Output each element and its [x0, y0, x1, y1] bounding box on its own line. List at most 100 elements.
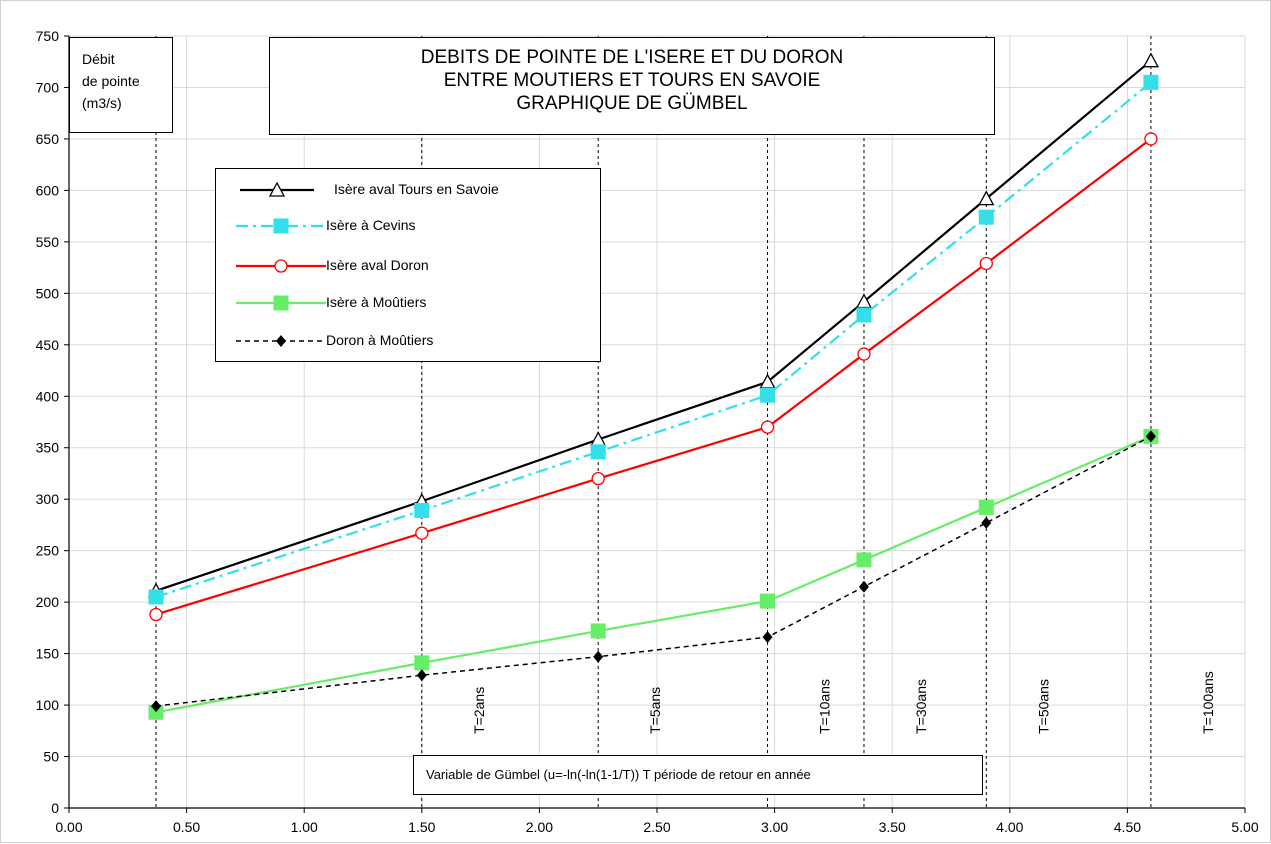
y-tick-label: 150 [36, 646, 60, 662]
data-point [1144, 132, 1158, 146]
y-tick-label: 650 [36, 131, 60, 147]
data-point [414, 503, 430, 519]
x-axis-label: Variable de Gümbel (u=-ln(-ln(1-1/T)) T … [426, 767, 811, 782]
x-tick-label: 0.00 [55, 819, 82, 835]
data-point [1143, 74, 1159, 90]
data-point [416, 669, 427, 682]
y-tick-label: 0 [51, 800, 59, 816]
return-period-label: T=2ans [471, 687, 487, 734]
y-tick-label: 250 [36, 543, 60, 559]
y-tick-label: 300 [36, 491, 60, 507]
legend-marker [268, 181, 286, 197]
legend-symbol [236, 259, 326, 273]
y-tick-label: 600 [36, 182, 60, 198]
data-point [858, 580, 869, 593]
legend-item-isere-moutiers: Isère à Moûtiers [216, 293, 600, 313]
data-point [151, 700, 162, 713]
x-tick-label: 4.50 [1114, 819, 1141, 835]
y-axis-label-box: Débit de pointe (m3/s) [69, 37, 173, 133]
x-tick-label: 1.00 [291, 819, 318, 835]
return-period-label: T=5ans [647, 687, 663, 734]
data-point [414, 655, 430, 671]
return-period-label: T=100ans [1200, 671, 1216, 734]
y-axis-label-line-1: Débit [82, 51, 115, 67]
chart-title-line-1: DEBITS DE POINTE DE L'ISERE ET DU DORON [420, 47, 844, 68]
data-point [856, 552, 872, 568]
data-point [981, 516, 992, 529]
y-tick-label: 200 [36, 594, 60, 610]
legend-marker [273, 295, 289, 311]
y-tick-label: 350 [36, 440, 60, 456]
data-point [760, 593, 776, 609]
series-line [155, 435, 1152, 714]
legend-symbol [236, 218, 326, 234]
data-point [149, 607, 163, 622]
legend-symbol [236, 335, 326, 347]
legend-symbol [240, 181, 314, 197]
y-tick-label: 750 [36, 28, 60, 44]
y-tick-label: 500 [36, 285, 60, 301]
chart-title-box: DEBITS DE POINTE DE L'ISERE ET DU DORON … [269, 37, 995, 135]
x-tick-label: 2.50 [643, 819, 670, 835]
data-point [762, 631, 773, 644]
y-axis-label-line-3: (m3/s) [82, 95, 122, 111]
data-point [1145, 430, 1156, 443]
x-tick-label: 4.00 [996, 819, 1023, 835]
y-tick-label: 450 [36, 337, 60, 353]
data-point [978, 499, 994, 515]
return-period-label: T=50ans [1035, 679, 1051, 734]
data-point [979, 256, 993, 271]
legend: Isère aval Tours en Savoie Isère à Cevin… [215, 168, 601, 362]
x-axis-label-box: Variable de Gümbel (u=-ln(-ln(1-1/T)) T … [413, 755, 983, 795]
y-tick-label: 400 [36, 388, 60, 404]
data-point [978, 209, 994, 225]
y-tick-label: 550 [36, 234, 60, 250]
legend-item-isere-aval-doron: Isère aval Doron [216, 256, 600, 276]
data-point [148, 589, 164, 605]
y-axis-label-line-2: de pointe [82, 73, 140, 89]
legend-label: Isère à Moûtiers [326, 294, 427, 310]
x-tick-label: 5.00 [1231, 819, 1258, 835]
data-point [593, 650, 604, 663]
y-tick-label: 100 [36, 697, 60, 713]
x-tick-label: 0.50 [173, 819, 200, 835]
legend-marker [273, 218, 289, 234]
y-tick-label: 50 [43, 749, 59, 765]
legend-label: Isère aval Doron [326, 257, 429, 273]
data-point [590, 444, 606, 460]
data-point [760, 420, 775, 434]
legend-marker [274, 259, 288, 273]
legend-symbol [236, 295, 326, 311]
data-point [1142, 52, 1160, 68]
return-period-label: T=10ans [817, 679, 833, 734]
x-tick-label: 1.50 [408, 819, 435, 835]
legend-item-doron-moutiers: Doron à Moûtiers [216, 331, 600, 351]
series-4 [151, 430, 1156, 713]
return-period-label: T=30ans [913, 679, 929, 734]
data-point [591, 471, 605, 486]
chart-title-line-2: ENTRE MOUTIERS ET TOURS EN SAVOIE [443, 70, 821, 91]
series-3 [148, 428, 1159, 720]
x-tick-label: 3.50 [879, 819, 906, 835]
data-point [978, 190, 995, 206]
series-1 [148, 74, 1159, 605]
legend-label: Isère à Cevins [326, 217, 416, 233]
legend-item-isere-aval-tours: Isère aval Tours en Savoie [216, 180, 600, 200]
legend-label: Doron à Moûtiers [326, 332, 434, 348]
y-tick-label: 700 [36, 79, 60, 95]
data-point [856, 307, 872, 323]
x-tick-label: 2.00 [526, 819, 553, 835]
legend-marker [276, 335, 286, 347]
data-point [760, 387, 776, 403]
chart-title-line-3: GRAPHIQUE DE GÜMBEL [516, 93, 748, 114]
x-tick-label: 3.00 [761, 819, 788, 835]
data-point [415, 526, 429, 540]
data-point [590, 623, 606, 639]
legend-label: Isère aval Tours en Savoie [334, 181, 499, 197]
data-point [590, 431, 607, 447]
series-2 [149, 132, 1158, 622]
data-point [857, 347, 871, 361]
legend-item-isere-cevins: Isère à Cevins [216, 216, 600, 236]
